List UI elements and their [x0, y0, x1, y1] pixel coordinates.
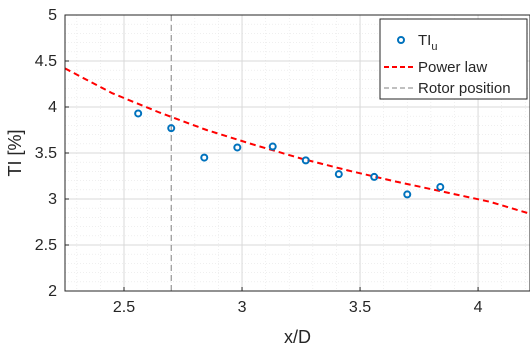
tiu-data-point	[334, 170, 343, 179]
y-tick-label: 5	[48, 7, 57, 24]
x-tick-label: 4	[474, 299, 483, 316]
tiu-data-point	[134, 109, 143, 118]
y-tick-label: 3.5	[35, 145, 57, 162]
tiu-data-point	[268, 142, 277, 151]
legend-label-tiu: TIu	[418, 32, 437, 53]
legend-label-tiu-sub: u	[431, 41, 437, 53]
tiu-data-point	[370, 172, 379, 181]
power-law-line	[64, 67, 530, 215]
x-tick-labels: 2.5 3 3.5 4	[113, 299, 483, 316]
y-tick-label: 2.5	[35, 237, 57, 254]
tiu-data-point	[200, 153, 209, 162]
legend-label-tiu-main: TI	[418, 32, 431, 49]
y-tick-label: 2	[48, 283, 57, 300]
legend-marker-tiu	[397, 36, 405, 44]
legend-box	[379, 18, 528, 100]
axis-ticks	[65, 14, 479, 292]
tiu-data-point	[436, 183, 445, 192]
series-layer	[64, 15, 530, 291]
legend-label-power-law: Power law	[418, 59, 487, 76]
y-tick-label: 4	[48, 99, 57, 116]
legend: TIu Power law Rotor position	[379, 18, 528, 100]
x-tick-label: 3.5	[349, 299, 371, 316]
x-tick-label: 2.5	[113, 299, 135, 316]
y-axis-label: TI [%]	[5, 129, 25, 176]
y-tick-labels: 2 2.5 3 3.5 4 4.5 5	[35, 7, 57, 300]
y-tick-label: 4.5	[35, 53, 57, 70]
x-axis-label: x/D	[284, 327, 311, 347]
tiu-data-point	[233, 143, 242, 152]
x-tick-label: 3	[238, 299, 247, 316]
legend-label-rotor-position: Rotor position	[418, 80, 511, 97]
tiu-data-point	[301, 156, 310, 165]
tiu-data-point	[403, 190, 412, 199]
y-tick-label: 3	[48, 191, 57, 208]
tiu-data-point	[167, 124, 176, 133]
